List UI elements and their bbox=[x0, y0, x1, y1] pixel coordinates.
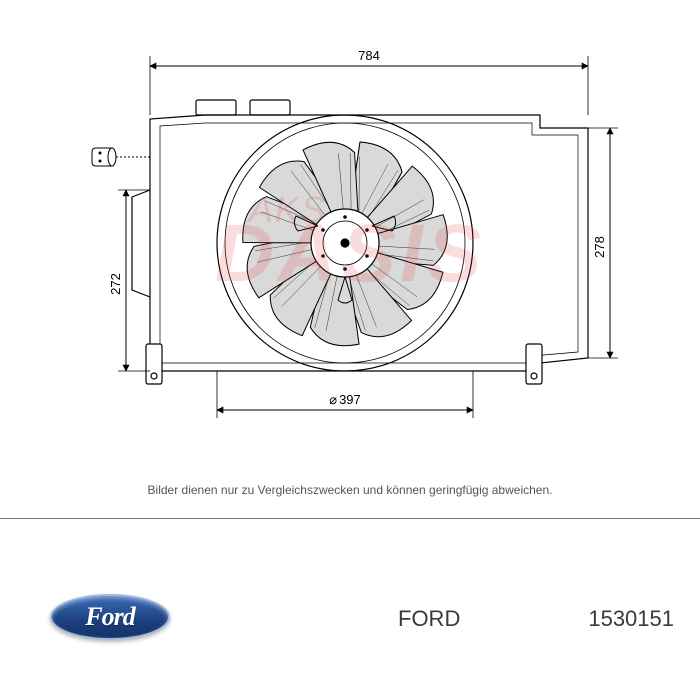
brand-logo-area: Ford bbox=[50, 594, 170, 640]
disclaimer-text: Bilder dienen nur zu Vergleichszwecken u… bbox=[148, 483, 553, 497]
connector-plug bbox=[92, 148, 150, 166]
diagram-canvas: AKS DASIS 784 bbox=[0, 0, 700, 700]
ford-logo-text: Ford bbox=[85, 602, 134, 632]
dim-bottom-diameter: ⌀397 bbox=[217, 371, 473, 418]
dim-diameter-prefix: ⌀ bbox=[329, 392, 337, 407]
svg-text:⌀397: ⌀397 bbox=[329, 392, 361, 407]
dim-left-height: 272 bbox=[108, 190, 150, 371]
technical-drawing-svg: 784 bbox=[0, 0, 700, 480]
part-number: 1530151 bbox=[588, 606, 674, 632]
dim-right-height: 278 bbox=[588, 128, 618, 358]
dim-top-width: 784 bbox=[150, 48, 588, 115]
ford-logo-oval: Ford bbox=[50, 594, 170, 640]
dim-right-height-value: 278 bbox=[592, 236, 607, 258]
brand-label: FORD bbox=[398, 606, 460, 632]
fan-assembly bbox=[217, 115, 473, 371]
dim-left-height-value: 272 bbox=[108, 273, 123, 295]
dim-top-width-value: 784 bbox=[358, 48, 380, 63]
dim-diameter-value: 397 bbox=[339, 392, 361, 407]
divider-rule bbox=[0, 518, 700, 519]
